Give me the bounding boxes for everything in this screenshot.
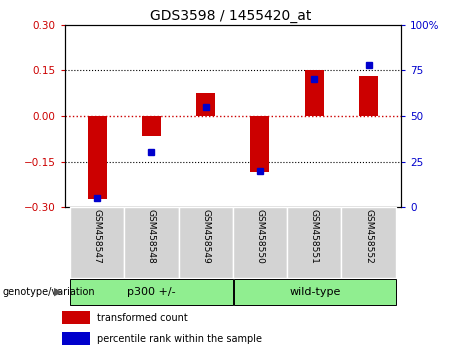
Bar [88,116,106,200]
Bar [341,207,396,278]
Text: wild-type: wild-type [289,287,341,297]
Bar [234,279,396,305]
Bar [359,75,378,116]
Bar [196,93,215,116]
Text: percentile rank within the sample: percentile rank within the sample [97,334,262,344]
Bar [70,279,233,305]
Bar [124,207,178,278]
Text: GSM458550: GSM458550 [255,209,265,264]
Text: genotype/variation: genotype/variation [2,287,95,297]
Bar [250,116,269,172]
Bar [62,311,90,324]
Text: GSM458548: GSM458548 [147,209,156,264]
Bar [178,207,233,278]
Bar [287,207,341,278]
Bar [305,70,324,116]
Text: transformed count: transformed count [97,313,188,323]
Text: GSM458547: GSM458547 [93,209,101,264]
Text: GSM458551: GSM458551 [310,209,319,264]
Bar [70,207,124,278]
Text: p300 +/-: p300 +/- [127,287,176,297]
Text: GDS3598 / 1455420_at: GDS3598 / 1455420_at [150,9,311,23]
Text: GSM458552: GSM458552 [364,209,373,264]
Text: GSM458549: GSM458549 [201,209,210,264]
Text: ▶: ▶ [54,287,63,297]
Bar [233,207,287,278]
Bar [62,332,90,346]
Bar [142,116,161,136]
